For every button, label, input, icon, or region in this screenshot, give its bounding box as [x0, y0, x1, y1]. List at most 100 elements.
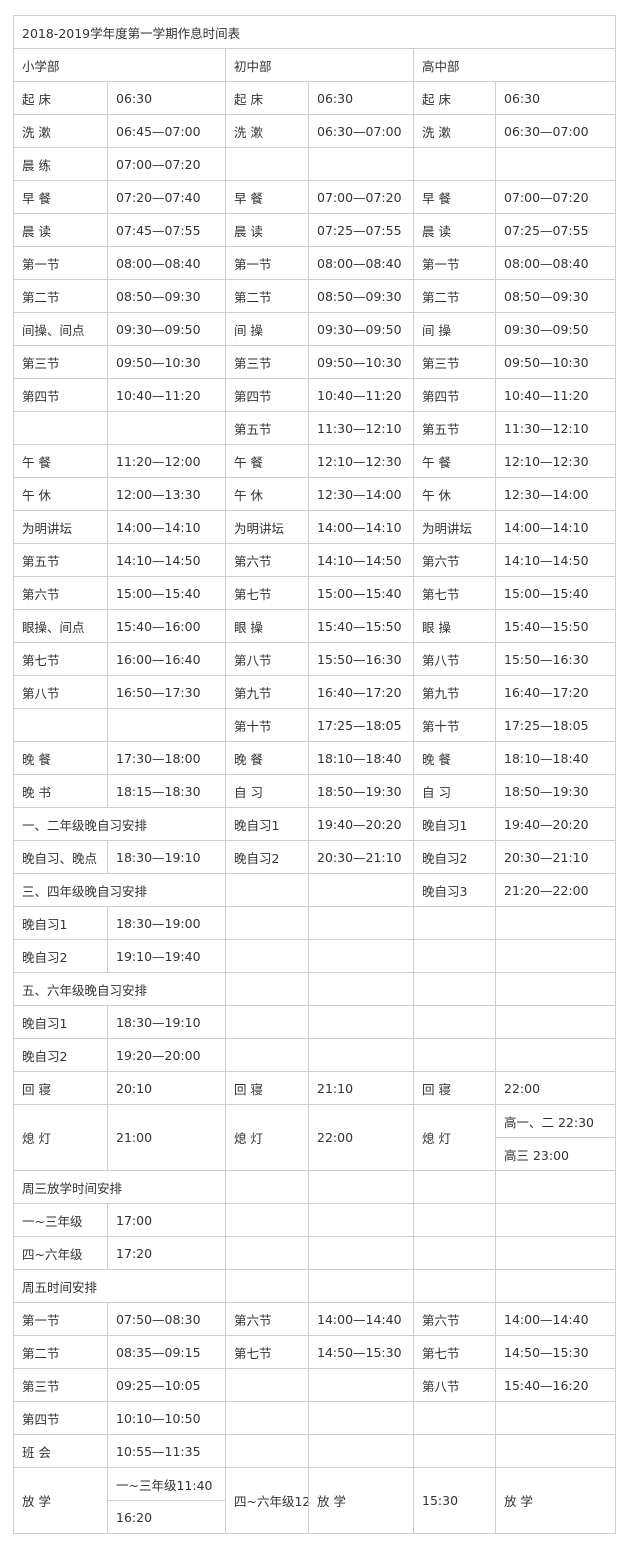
cell: 11:30—12:10	[494, 411, 617, 445]
cell: 周五时间安排	[13, 1269, 226, 1303]
cell: 晚自习、晚点	[13, 840, 108, 874]
cell: 洗 漱	[225, 114, 309, 148]
empty-cell	[494, 1434, 617, 1468]
cell: 14:50—15:30	[308, 1335, 414, 1369]
cell: 放 学	[308, 1467, 414, 1534]
cell: 12:10—12:30	[308, 444, 414, 478]
cell: 12:10—12:30	[494, 444, 617, 478]
cell: 晚自习2	[413, 840, 496, 874]
cell: 熄 灯	[13, 1104, 108, 1171]
cell: 第六节	[413, 543, 496, 577]
cell: 早 餐	[413, 180, 496, 214]
column-header: 小学部	[13, 48, 226, 82]
table-row: 一、二年级晚自习安排 晚自习1 19:40—20:20 晚自习1 19:40—20:20	[13, 807, 617, 841]
cell: 一~三年级11:40	[107, 1467, 226, 1501]
cell: 15:00—15:40	[494, 576, 617, 610]
cell: 11:30—12:10	[308, 411, 414, 445]
cell: 18:30—19:00	[107, 906, 226, 940]
cell: 06:30—07:00	[494, 114, 617, 148]
cell: 18:15—18:30	[107, 774, 226, 808]
empty-cell	[308, 1368, 414, 1402]
cell: 15:40—16:20	[494, 1368, 617, 1402]
column-header: 高中部	[412, 48, 617, 82]
table-row: 一~三年级 17:00	[13, 1203, 617, 1237]
empty-cell	[225, 147, 309, 181]
cell: 09:30—09:50	[494, 312, 617, 346]
cell: 班 会	[13, 1434, 108, 1468]
table-row: 第一节 08:00—08:40 第一节 08:00—08:40 第一节 08:00—08:…	[13, 246, 617, 280]
table-row: 晚自习2 19:10—19:40	[13, 939, 617, 973]
cell: 为明讲坛	[413, 510, 496, 544]
empty-cell	[308, 1005, 414, 1039]
table-row: 第四节 10:40—11:20 第四节 10:40—11:20 第四节 10:40—11:…	[13, 378, 617, 412]
cell: 11:20—12:00	[107, 444, 226, 478]
cell: 22:00	[308, 1104, 414, 1171]
cell: 14:00—14:40	[494, 1302, 617, 1336]
cell: 第十节	[225, 708, 309, 742]
cell: 晚自习1	[13, 1005, 108, 1039]
cell: 第一节	[13, 246, 108, 280]
cell: 晚自习1	[225, 807, 309, 841]
cell: 第九节	[225, 675, 309, 709]
cell: 五、六年级晚自习安排	[13, 972, 226, 1006]
cell: 06:30	[308, 81, 414, 115]
cell: 19:40—20:20	[308, 807, 414, 841]
title-row: 2018-2019学年度第一学期作息时间表	[12, 15, 617, 49]
cell: 12:00—13:30	[107, 477, 226, 511]
table-row: 熄 灯 21:00 熄 灯 22:00 熄 灯高一、二 22:30	[13, 1104, 617, 1171]
cell: 第六节	[13, 576, 108, 610]
table-row: 晚自习1 18:30—19:10	[13, 1005, 617, 1039]
cell: 16:40—17:20	[308, 675, 414, 709]
table-row: 高三 23:00	[14, 1137, 617, 1171]
cell: 09:50—10:30	[494, 345, 617, 379]
cell: 第一节	[13, 1302, 108, 1336]
empty-cell	[107, 411, 226, 445]
cell: 第三节	[413, 345, 496, 379]
empty-cell	[308, 1236, 414, 1270]
cell: 晚自习1	[413, 807, 496, 841]
cell: 07:00—07:20	[107, 147, 226, 181]
empty-cell	[225, 873, 309, 907]
cell: 晨 读	[225, 213, 309, 247]
empty-cell	[225, 1401, 309, 1435]
table-row: 第七节 16:00—16:40 第八节 15:50—16:30 第八节 15:50—16:…	[13, 642, 617, 676]
cell: 15:50—16:30	[494, 642, 617, 676]
empty-cell	[308, 1434, 414, 1468]
cell: 起 床	[13, 81, 108, 115]
empty-cell	[494, 906, 617, 940]
empty-cell	[413, 1401, 496, 1435]
cell: 起 床	[413, 81, 496, 115]
cell: 间 操	[225, 312, 309, 346]
cell: 第三节	[13, 1368, 108, 1402]
cell: 09:25—10:05	[107, 1368, 226, 1402]
cell: 三、四年级晚自习安排	[13, 873, 226, 907]
cell: 第十节	[413, 708, 496, 742]
cell: 08:50—09:30	[308, 279, 414, 313]
empty-cell	[494, 1038, 617, 1072]
cell: 18:30—19:10	[107, 840, 226, 874]
empty-cell	[225, 1236, 309, 1270]
table-row: 为明讲坛 14:00—14:10 为明讲坛 14:00—14:10 为明讲坛 14:00—…	[13, 510, 617, 544]
cell: 15:30	[413, 1467, 496, 1534]
empty-cell	[494, 1203, 617, 1237]
cell: 09:50—10:30	[107, 345, 226, 379]
empty-cell	[225, 939, 309, 973]
cell: 四~六年级	[13, 1236, 108, 1270]
cell: 22:00	[494, 1071, 617, 1105]
cell: 17:00	[107, 1203, 226, 1237]
table-row: 晚自习1 18:30—19:00	[13, 906, 617, 940]
cell: 14:10—14:50	[308, 543, 414, 577]
cell: 第一节	[413, 246, 496, 280]
cell: 第六节	[225, 1302, 309, 1336]
cell: 起 床	[225, 81, 309, 115]
empty-cell	[413, 1203, 496, 1237]
table-row: 第八节 16:50—17:30 第九节 16:40—17:20 第九节 16:40—17:…	[13, 675, 617, 709]
table-row: 洗 漱 06:45—07:00 洗 漱 06:30—07:00 洗 漱 06:30—07:…	[13, 114, 617, 148]
cell: 14:00—14:10	[308, 510, 414, 544]
cell: 16:50—17:30	[107, 675, 226, 709]
cell: 07:25—07:55	[308, 213, 414, 247]
table-row: 第五节 14:10—14:50 第六节 14:10—14:50 第六节 14:10—14:…	[13, 543, 617, 577]
cell: 第四节	[225, 378, 309, 412]
empty-cell	[494, 1005, 617, 1039]
cell: 晚自习3	[413, 873, 496, 907]
